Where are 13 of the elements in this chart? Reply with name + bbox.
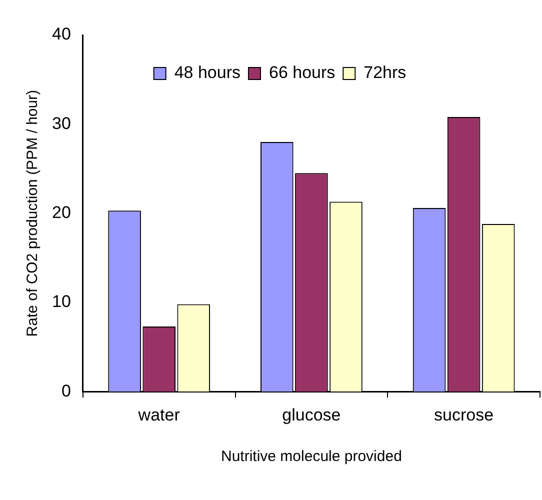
x-tick-label: glucose — [282, 405, 341, 424]
legend-label: 48 hours — [174, 63, 240, 82]
y-tick-label: 20 — [52, 202, 71, 222]
y-tick-label: 30 — [52, 114, 71, 133]
legend-label: 72hrs — [364, 63, 406, 82]
x-axis-title: Nutritive molecule provided — [220, 448, 402, 466]
x-tick-label: sucrose — [434, 405, 494, 424]
y-tick-label: 10 — [52, 292, 71, 312]
y-axis-title: Rate of CO2 production (PPM / hour) — [24, 90, 42, 337]
legend-label: 66 hours — [268, 63, 336, 82]
y-tick-label: 0 — [61, 381, 71, 400]
y-tick-label: 40 — [52, 24, 71, 44]
x-tick-label: water — [137, 405, 180, 424]
